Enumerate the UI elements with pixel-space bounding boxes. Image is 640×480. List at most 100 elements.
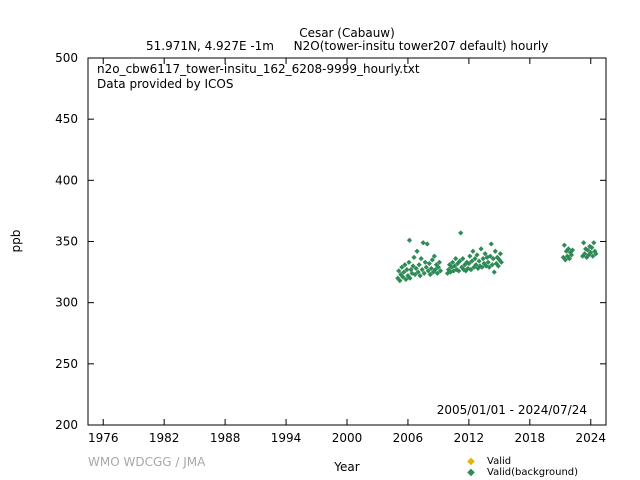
legend: ◆ Valid ◆ Valid(background) [467, 456, 578, 478]
data-point [493, 260, 499, 267]
data-point [403, 276, 409, 283]
data-point [418, 256, 424, 262]
data-point [417, 273, 423, 279]
file-name-label: n2o_cbw6117_tower-insitu_162_6208-9999_h… [97, 62, 420, 76]
data-point [468, 267, 474, 273]
data-point [455, 260, 461, 267]
data-point [486, 264, 492, 270]
data-point [487, 253, 493, 259]
y-tick-label: 200 [55, 418, 78, 432]
data-point [464, 259, 470, 265]
data-point [491, 269, 497, 275]
data-point [591, 240, 597, 246]
data-point [423, 264, 429, 270]
data-point [593, 251, 599, 257]
data-point [414, 248, 420, 254]
y-tick-label: 300 [55, 296, 78, 310]
data-point [457, 258, 463, 264]
data-point [451, 268, 457, 274]
x-tick-label: 1976 [88, 431, 119, 445]
data-point [566, 256, 573, 262]
data-point [426, 260, 432, 267]
data-point [434, 270, 440, 276]
data-point [488, 241, 494, 247]
legend-marker-valid-background: ◆ [467, 467, 475, 478]
watermark: WMO WDCGG / JMA [88, 455, 206, 469]
data-point [415, 269, 421, 275]
data-point [564, 253, 571, 259]
data-point [404, 267, 410, 273]
data-point [446, 262, 453, 268]
data-point [581, 240, 587, 246]
data-point [481, 260, 487, 267]
data-point [427, 271, 433, 278]
data-point [463, 268, 469, 274]
data-point [453, 256, 459, 262]
legend-marker-valid: ◆ [467, 456, 475, 467]
y-tick-label: 350 [55, 235, 78, 249]
legend-item-valid: ◆ Valid [467, 456, 511, 467]
data-point [411, 254, 417, 261]
data-point [568, 252, 575, 258]
data-points [395, 230, 599, 284]
station-title: Cesar (Cabauw) [299, 26, 395, 40]
data-point [565, 246, 572, 252]
y-tick-label: 250 [55, 357, 78, 371]
legend-item-valid-background: ◆ Valid(background) [467, 467, 578, 478]
data-point [492, 248, 498, 254]
data-point [398, 271, 404, 278]
data-point [472, 256, 478, 262]
data-point [589, 245, 595, 251]
data-point [422, 259, 428, 265]
x-axis-ticks: 1976 1982 1988 1994 2000 2006 2012 2018 2024 [88, 58, 606, 445]
x-tick-label: 1994 [271, 431, 302, 445]
data-point [430, 269, 436, 275]
data-point [402, 262, 408, 268]
data-point [498, 259, 504, 265]
data-point [399, 264, 405, 270]
data-point [429, 257, 435, 263]
x-tick-label: 2018 [515, 431, 546, 445]
x-tick-label: 1988 [210, 431, 241, 445]
y-tick-label: 450 [55, 112, 78, 126]
data-point [424, 241, 430, 247]
plot-frame [87, 57, 607, 426]
data-point [428, 265, 434, 272]
legend-label-valid: Valid [487, 456, 511, 467]
data-point [401, 269, 407, 275]
data-point [470, 248, 476, 254]
data-point [412, 271, 418, 278]
data-point [473, 262, 479, 268]
period-label: 2005/01/01 - 2024/07/24 [437, 403, 587, 417]
x-tick-label: 2012 [454, 431, 485, 445]
data-point [437, 268, 444, 274]
data-point [562, 257, 568, 263]
data-point [419, 267, 425, 273]
x-tick-label: 2000 [332, 431, 363, 445]
data-point [588, 249, 594, 256]
data-point [458, 230, 464, 236]
data-point [413, 265, 419, 272]
data-point [406, 237, 413, 243]
x-tick-label: 1982 [149, 431, 180, 445]
data-point [408, 267, 414, 273]
data-point [497, 251, 503, 257]
data-point [409, 270, 415, 276]
data-point [590, 253, 596, 259]
data-point [444, 270, 451, 276]
data-point [397, 278, 403, 284]
data-point [569, 247, 576, 253]
provider-label: Data provided by ICOS [97, 77, 233, 91]
data-point [494, 254, 500, 261]
data-point [489, 262, 495, 268]
data-point [484, 254, 490, 261]
data-point [450, 259, 456, 265]
data-point [561, 242, 567, 248]
data-point [478, 246, 484, 252]
data-point [410, 263, 416, 269]
data-point [436, 259, 443, 265]
data-point [407, 275, 413, 281]
data-point [462, 262, 468, 268]
data-point [460, 256, 466, 262]
